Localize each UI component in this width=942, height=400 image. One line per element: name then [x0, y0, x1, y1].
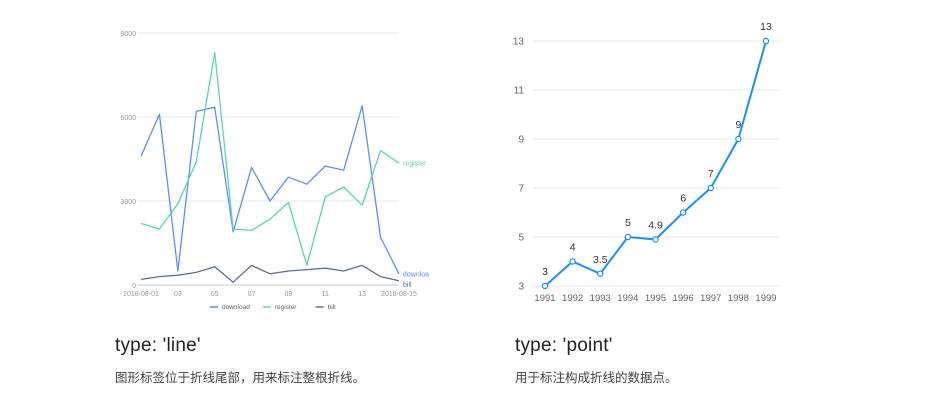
data-point — [762, 37, 770, 45]
data-label: 3 — [542, 266, 548, 278]
x-tick-label: 1998 — [728, 293, 749, 304]
data-label: 13 — [760, 21, 772, 33]
series-line-download — [140, 105, 400, 275]
right-caption-title: type: 'point' — [515, 335, 613, 356]
data-label: 6 — [680, 193, 686, 205]
data-point — [569, 258, 576, 265]
end-label-download: downloa — [403, 271, 429, 278]
line-chart-tail-labels: 0 3000 6000 9000 2018-08-01 03 05 07 09 11 13 2018… — [120, 31, 429, 311]
data-point — [597, 270, 604, 277]
data-label: 9 — [735, 119, 741, 131]
x-tick-label: 2018-08-01 — [123, 291, 159, 298]
y-tick-label: 11 — [514, 86, 525, 97]
x-tick-label: 1993 — [590, 293, 611, 304]
y-tick-label: 6000 — [120, 115, 136, 122]
data-point — [541, 282, 549, 290]
data-label: 5 — [625, 217, 631, 229]
x-tick-label: 1997 — [700, 293, 721, 304]
x-tick-label: 1992 — [562, 293, 583, 304]
series-line-register — [140, 51, 400, 267]
left-caption-description: 图形标签位于折线尾部，用来标注整根折线。 — [115, 370, 366, 385]
data-point — [735, 135, 742, 143]
legend-item-download: download — [222, 304, 250, 311]
data-label: 4.9 — [648, 219, 663, 231]
y-tick-label: 9 — [518, 135, 524, 146]
y-tick-label: 13 — [513, 37, 525, 48]
x-tick-label: 1995 — [645, 293, 666, 304]
data-point — [624, 233, 632, 241]
right-caption-description: 用于标注构成折线的数据点。 — [515, 370, 678, 385]
y-tick-label: 9000 — [120, 31, 136, 38]
x-tick-label: 11 — [322, 291, 329, 298]
data-point — [679, 209, 687, 216]
series-line — [544, 40, 767, 287]
x-tick-label: 03 — [174, 291, 182, 298]
legend-item-bill: bill — [328, 304, 337, 311]
x-tick-label: 1996 — [673, 293, 694, 304]
y-tick-label: 3000 — [120, 199, 136, 206]
y-tick-label: 0 — [132, 283, 136, 290]
end-label-register: register — [403, 161, 427, 168]
data-label: 4 — [570, 242, 576, 254]
x-tick-label: 1994 — [617, 293, 638, 304]
x-tick-label: 2018-08-15 — [381, 291, 417, 298]
end-label-bill: bill — [403, 282, 412, 289]
legend-item-register: register — [275, 304, 298, 311]
x-tick-label: 13 — [358, 291, 366, 298]
data-label: 3.5 — [593, 254, 608, 266]
left-caption-title: type: 'line' — [115, 335, 201, 356]
y-tick-label: 7 — [518, 184, 524, 195]
x-tick-label: 09 — [285, 291, 293, 298]
x-tick-label: 1991 — [534, 293, 555, 304]
line-chart-point-labels: 3 5 7 9 11 13 1991 1992 1993 1994 1995 1996 1997 199… — [513, 21, 780, 304]
y-tick-label: 3 — [518, 282, 524, 293]
data-point — [707, 184, 714, 192]
y-tick-label: 5 — [518, 233, 524, 244]
data-point — [652, 236, 659, 243]
x-tick-label: 05 — [211, 291, 219, 298]
data-label: 7 — [708, 168, 714, 180]
x-tick-label: 1999 — [755, 293, 776, 304]
series-line-bill — [140, 264, 400, 283]
x-tick-label: 07 — [248, 291, 256, 298]
